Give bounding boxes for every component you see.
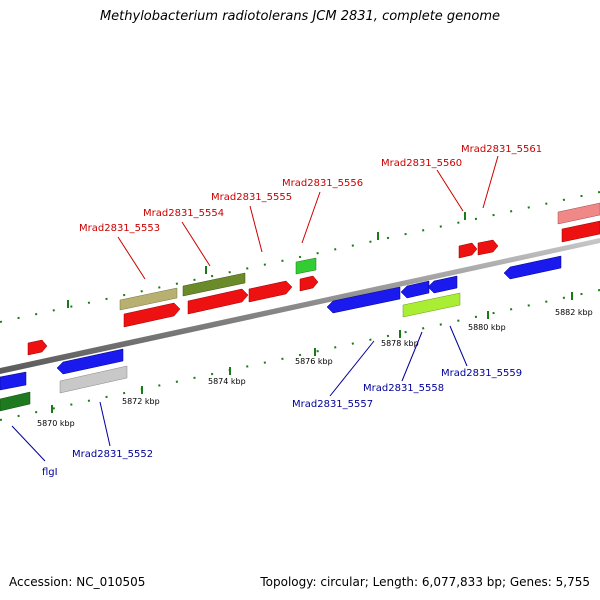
- genome-summary-text: Topology: circular; Length: 6,077,833 bp…: [260, 575, 590, 589]
- gene-label[interactable]: Mrad2831_5552: [72, 449, 153, 460]
- upper-tick-track: [0, 191, 600, 323]
- reverse-strand-genes-outer: [0, 292, 461, 412]
- gene-arrow[interactable]: [187, 288, 249, 315]
- gene-arrow[interactable]: [400, 280, 430, 299]
- gene-arrow[interactable]: [427, 275, 458, 294]
- gene-label[interactable]: Mrad2831_5558: [363, 383, 444, 394]
- gene-arrow[interactable]: [182, 272, 246, 297]
- position-label: 5878 kbp: [381, 339, 419, 348]
- genome-backbone: [0, 238, 600, 374]
- gene-arrow[interactable]: [0, 391, 31, 412]
- gene-arrow[interactable]: [0, 371, 27, 391]
- gene-label[interactable]: Mrad2831_5554: [143, 208, 224, 219]
- gene-arrow[interactable]: [458, 242, 478, 259]
- forward-strand-genes: [27, 220, 600, 356]
- major-ticks: [51, 212, 573, 413]
- gene-arrow[interactable]: [477, 239, 499, 256]
- gene-arrow[interactable]: [326, 286, 401, 314]
- gene-label[interactable]: Mrad2831_5555: [211, 192, 292, 203]
- reverse-strand-genes: [0, 255, 562, 391]
- position-label: 5882 kbp: [555, 308, 593, 317]
- gene-label[interactable]: Mrad2831_5557: [292, 399, 373, 410]
- gene-label[interactable]: Mrad2831_5560: [381, 158, 462, 169]
- gene-arrow[interactable]: [295, 257, 317, 275]
- gene-arrow[interactable]: [248, 280, 293, 303]
- map-title: Methylobacterium radiotolerans JCM 2831,…: [99, 9, 501, 24]
- gene-label[interactable]: flgI: [42, 467, 58, 478]
- gene-arrow[interactable]: [123, 302, 181, 328]
- position-label: 5872 kbp: [122, 397, 160, 406]
- gene-arrow[interactable]: [56, 348, 124, 375]
- gene-label[interactable]: Mrad2831_5553: [79, 223, 160, 234]
- gene-label[interactable]: Mrad2831_5556: [282, 178, 363, 189]
- gene-arrow[interactable]: [557, 202, 600, 225]
- lower-tick-track: [0, 289, 600, 421]
- position-label: 5876 kbp: [295, 357, 333, 366]
- gene-arrow[interactable]: [299, 275, 319, 292]
- gene-arrow[interactable]: [59, 365, 128, 394]
- gene-arrow[interactable]: [503, 255, 562, 280]
- forward-label-connectors: [117, 155, 499, 280]
- gene-arrow[interactable]: [27, 339, 48, 356]
- gene-label[interactable]: Mrad2831_5559: [441, 368, 522, 379]
- position-label: 5870 kbp: [37, 419, 75, 428]
- position-label: 5874 kbp: [208, 377, 246, 386]
- gene-arrow[interactable]: [561, 220, 600, 243]
- forward-strand-genes-outer: [119, 202, 600, 311]
- gene-arrow[interactable]: [402, 292, 461, 318]
- accession-text: Accession: NC_010505: [9, 575, 146, 589]
- gene-label[interactable]: Mrad2831_5561: [461, 144, 542, 155]
- position-label: 5880 kbp: [468, 323, 506, 332]
- gene-arrow[interactable]: [119, 287, 178, 311]
- reverse-label-connectors: [11, 325, 468, 462]
